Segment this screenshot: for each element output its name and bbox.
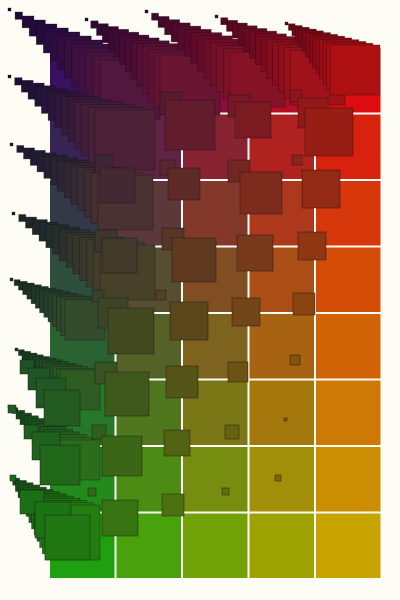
- trail-square: [151, 12, 159, 21]
- floating-square: [39, 444, 81, 486]
- floating-square: [301, 169, 341, 209]
- grid-cell: [316, 247, 381, 312]
- floating-square: [239, 171, 283, 215]
- floating-square: [289, 354, 301, 366]
- floating-square: [163, 429, 191, 457]
- grid-cell: [183, 447, 248, 512]
- trail-square: [18, 214, 27, 222]
- grid-cell: [316, 513, 381, 578]
- floating-square: [169, 301, 209, 341]
- floating-square: [274, 474, 282, 482]
- trail-square: [11, 211, 16, 216]
- floating-square: [101, 237, 138, 274]
- floating-square: [165, 365, 199, 399]
- floating-square: [164, 99, 216, 151]
- floating-square: [283, 417, 288, 422]
- floating-square: [234, 101, 272, 139]
- floating-square: [9, 474, 17, 482]
- floating-square: [221, 487, 230, 496]
- trail-square: [14, 77, 23, 86]
- floating-square: [224, 424, 240, 440]
- floating-square: [101, 499, 139, 537]
- trail-square: [7, 74, 12, 79]
- floating-square: [292, 292, 316, 316]
- floating-square: [155, 289, 167, 301]
- floating-square: [91, 424, 107, 440]
- floating-square: [44, 514, 91, 561]
- trail-square: [14, 347, 19, 352]
- floating-square: [43, 389, 81, 427]
- grid-cell: [316, 447, 381, 512]
- trail-square: [9, 142, 14, 147]
- floating-square: [104, 371, 150, 417]
- floating-square: [7, 404, 17, 414]
- grid-cell: [249, 380, 314, 445]
- floating-square: [231, 297, 261, 327]
- floating-square: [167, 167, 201, 201]
- trail-square: [84, 17, 89, 22]
- trail-square: [7, 7, 12, 12]
- grid-cell: [316, 380, 381, 445]
- grid-cell: [249, 447, 314, 512]
- trail-square: [16, 145, 25, 153]
- grid-cell: [183, 513, 248, 578]
- floating-square: [87, 487, 97, 497]
- trail-square: [214, 14, 219, 19]
- floating-square: [304, 107, 354, 157]
- trail-square: [14, 11, 23, 20]
- grid-cell: [316, 314, 381, 379]
- floating-square: [161, 493, 185, 517]
- grid-cell: [249, 513, 314, 578]
- trail-square: [9, 277, 14, 282]
- floating-square: [227, 361, 249, 383]
- floating-square: [171, 237, 217, 283]
- floating-square: [99, 167, 136, 204]
- floating-square: [297, 231, 327, 261]
- floating-square: [291, 154, 303, 166]
- floating-square: [107, 307, 155, 355]
- floating-square: [101, 435, 143, 477]
- trail-square: [284, 21, 289, 26]
- trail-square: [329, 44, 381, 96]
- floating-square: [236, 234, 274, 272]
- trail-square: [144, 9, 149, 14]
